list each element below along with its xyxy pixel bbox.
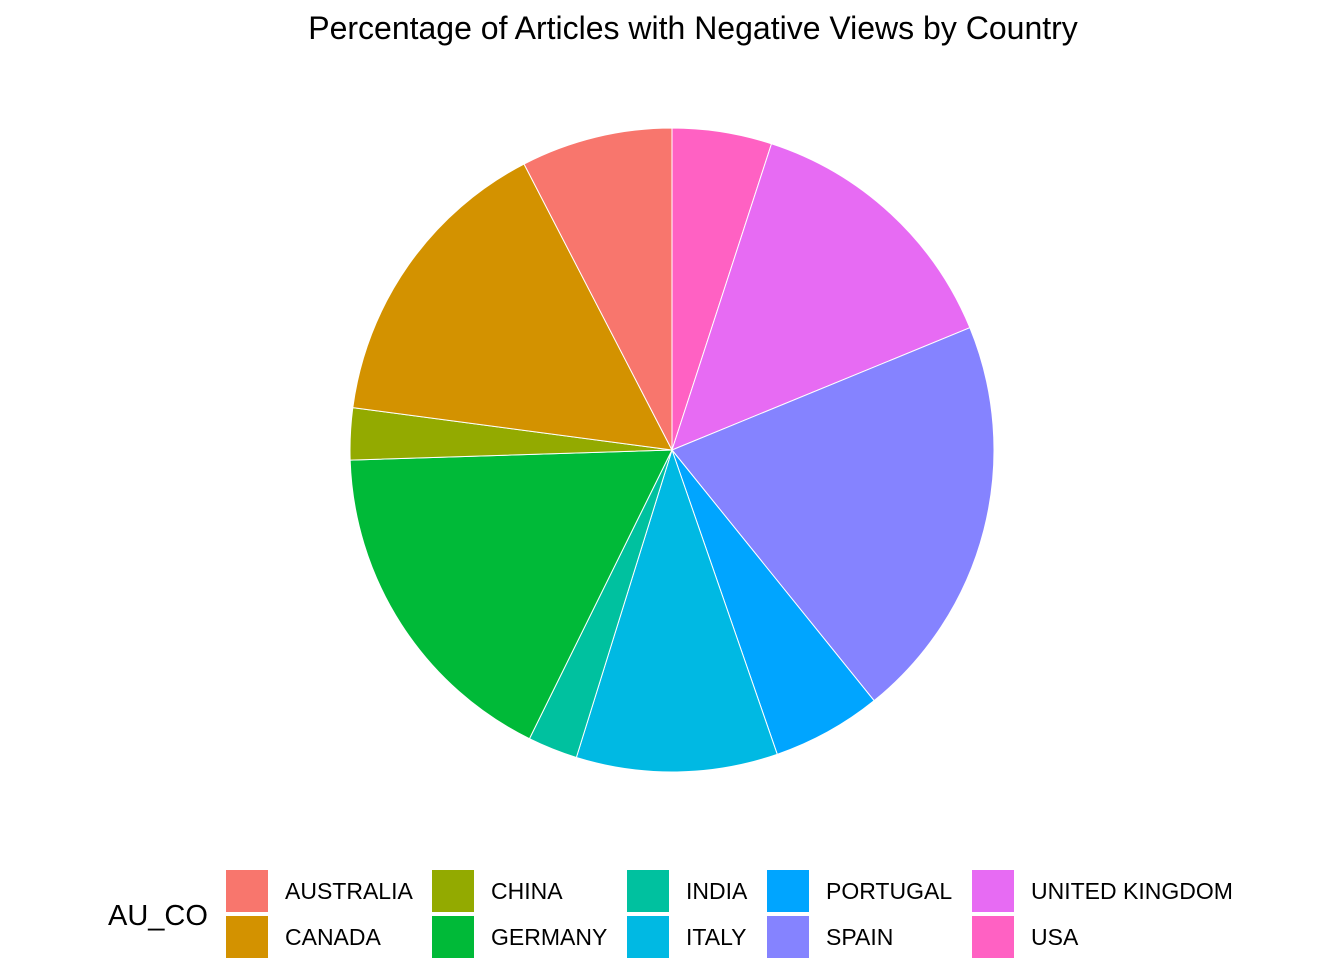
legend-label: GERMANY xyxy=(491,924,607,950)
legend-item-italy: ITALY xyxy=(627,916,747,958)
legend-swatch xyxy=(226,916,268,958)
legend-swatch xyxy=(627,916,669,958)
legend-label: UNITED KINGDOM xyxy=(1031,878,1233,904)
chart-title: Percentage of Articles with Negative Vie… xyxy=(308,10,1078,46)
pie-slice-australia xyxy=(523,127,673,451)
legend-swatch xyxy=(767,916,809,958)
legend-swatch xyxy=(432,870,474,912)
legend-swatch xyxy=(432,916,474,958)
legend-label: CANADA xyxy=(285,924,382,950)
pie-slices xyxy=(349,127,995,773)
legend-item-spain: SPAIN xyxy=(767,916,893,958)
legend-swatch xyxy=(627,870,669,912)
legend-label: CHINA xyxy=(491,878,563,904)
legend-label: USA xyxy=(1031,924,1079,950)
legend-item-canada: CANADA xyxy=(226,916,382,958)
legend-label: ITALY xyxy=(686,924,747,950)
pie-slice-spain xyxy=(671,327,995,702)
legend-item-australia: AUSTRALIA xyxy=(226,870,413,912)
legend-item-portugal: PORTUGAL xyxy=(767,870,952,912)
legend-swatch xyxy=(767,870,809,912)
legend-item-germany: GERMANY xyxy=(432,916,607,958)
pie-slice-germany xyxy=(349,449,673,740)
legend-label: SPAIN xyxy=(826,924,893,950)
legend-label: INDIA xyxy=(686,878,748,904)
legend-title: AU_CO xyxy=(108,900,208,932)
legend-swatch xyxy=(972,870,1014,912)
legend: AUSTRALIA CANADA CHINA GERMANY INDIA ITALY POR… xyxy=(226,870,1233,958)
pie-slice-canada xyxy=(352,163,673,451)
legend-label: AUSTRALIA xyxy=(285,878,413,904)
legend-item-india: INDIA xyxy=(627,870,748,912)
legend-swatch xyxy=(972,916,1014,958)
legend-swatch xyxy=(226,870,268,912)
legend-item-china: CHINA xyxy=(432,870,563,912)
pie-slice-united-kingdom xyxy=(671,143,971,451)
legend-item-usa: USA xyxy=(972,916,1079,958)
pie-slice-italy xyxy=(575,448,778,773)
legend-label: PORTUGAL xyxy=(826,878,952,904)
legend-item-united-kingdom: UNITED KINGDOM xyxy=(972,870,1233,912)
